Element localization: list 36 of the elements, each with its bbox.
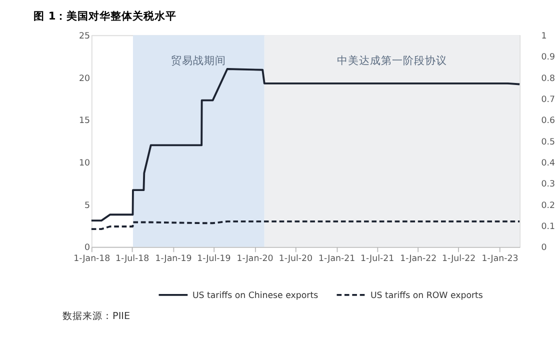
y2-tick-label: 0.5 [541, 137, 555, 148]
chart-title: 图 1：美国对华整体关税水平 [34, 10, 177, 23]
x-tick-label: 1-Jan-21 [318, 254, 356, 264]
y2-tick-label: 0.7 [541, 95, 555, 106]
y2-tick-label: 0.2 [541, 200, 555, 211]
y-tick-label: 20 [78, 74, 90, 84]
x-tick-label: 1-Jan-19 [155, 254, 192, 264]
x-tick-label: 1-Jan-22 [400, 254, 437, 264]
y-tick-label: 10 [78, 158, 90, 169]
band-label: 贸易战期间 [171, 54, 226, 68]
y-tick-label: 0 [84, 243, 90, 254]
y-tick-label: 15 [78, 116, 90, 126]
x-tick-label: 1-Jul-18 [116, 254, 150, 264]
y2-tick-label: 0.8 [541, 74, 555, 84]
y-tick-label: 25 [78, 32, 90, 42]
line-series [90, 68, 521, 222]
x-tick-label: 1-Jul-19 [197, 254, 231, 264]
y2-tick-label: 0.9 [541, 52, 555, 63]
y2-tick-label: 0.4 [541, 158, 556, 169]
x-tick-label: 1-Jan-20 [236, 254, 274, 264]
band-label: 中美达成第一阶段协议 [336, 54, 447, 68]
source-note: 数据来源：PIIE [62, 310, 130, 322]
x-tick-label: 1-Jul-20 [278, 254, 313, 264]
y2-tick-label: 0.3 [541, 180, 555, 190]
x-tick-label: 1-Jan-23 [482, 254, 518, 264]
y2-tick-label: 0.1 [541, 222, 555, 232]
y2-tick-label: 0.6 [541, 116, 555, 126]
x-tick-label: 1-Jul-22 [442, 254, 476, 264]
y-tick-label: 5 [84, 200, 90, 211]
legend-label: US tariffs on ROW exports [370, 290, 484, 301]
y2-tick-label: 0 [541, 243, 547, 254]
y2-tick-label: 1 [541, 32, 547, 42]
legend-label: US tariffs on Chinese exports [192, 290, 319, 301]
x-tick-label: 1-Jan-18 [74, 254, 110, 264]
line-series [90, 220, 521, 230]
x-tick-label: 1-Jul-21 [360, 254, 394, 264]
